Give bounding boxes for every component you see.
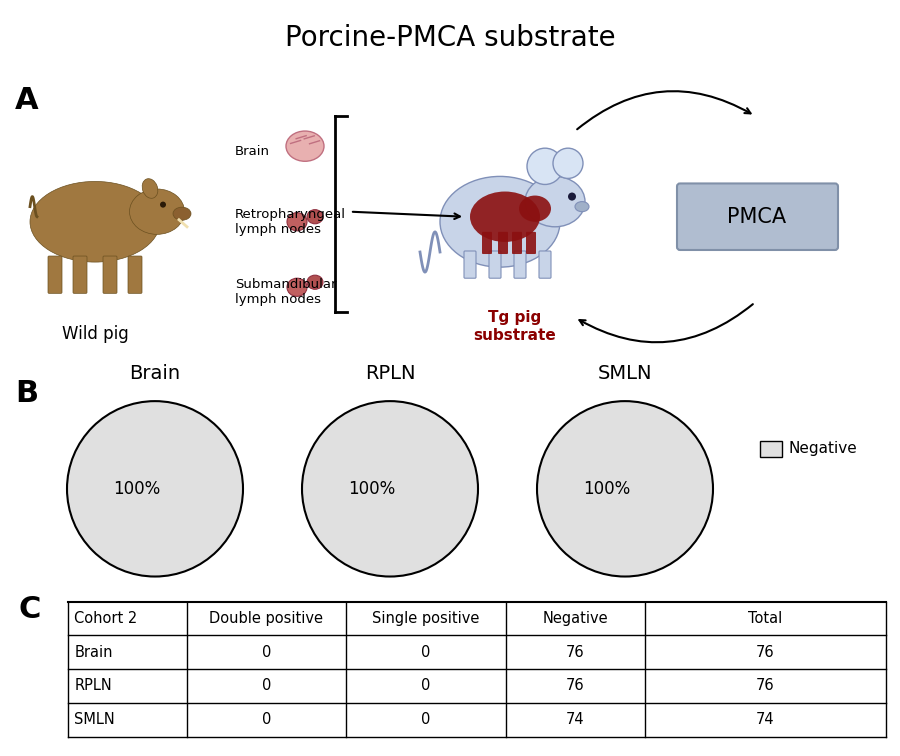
Ellipse shape [287,278,307,296]
Circle shape [568,193,576,200]
FancyBboxPatch shape [539,251,551,278]
Ellipse shape [173,207,191,220]
Text: 0: 0 [262,645,271,660]
Ellipse shape [307,209,323,224]
Text: PMCA: PMCA [727,206,787,227]
Text: 76: 76 [756,678,775,693]
FancyBboxPatch shape [514,251,526,278]
Text: 100%: 100% [583,480,631,497]
Ellipse shape [575,202,589,212]
Text: 0: 0 [262,712,271,727]
Text: Brain: Brain [74,645,112,660]
Ellipse shape [440,176,560,267]
Circle shape [537,401,713,577]
Circle shape [67,401,243,577]
Text: Tg pig
substrate: Tg pig substrate [473,310,556,342]
Text: Brain: Brain [235,144,270,158]
Text: Total: Total [748,611,782,626]
Ellipse shape [286,131,324,161]
Text: 0: 0 [421,645,431,660]
Text: 76: 76 [756,645,775,660]
Circle shape [302,401,478,577]
Ellipse shape [307,275,323,290]
Text: Submandibular
lymph nodes: Submandibular lymph nodes [235,278,337,306]
Ellipse shape [519,196,551,222]
Text: Cohort 2: Cohort 2 [74,611,138,626]
Circle shape [160,202,166,208]
Text: Porcine-PMCA substrate: Porcine-PMCA substrate [284,23,616,52]
Text: 100%: 100% [348,480,396,497]
FancyBboxPatch shape [103,256,117,293]
Ellipse shape [287,212,307,231]
FancyBboxPatch shape [464,251,476,278]
Ellipse shape [525,176,585,227]
Text: A: A [15,85,39,115]
FancyBboxPatch shape [677,184,838,250]
Text: 76: 76 [566,645,584,660]
Text: Wild pig: Wild pig [61,325,129,342]
Ellipse shape [470,191,540,242]
Text: 100%: 100% [113,480,160,497]
Text: RPLN: RPLN [364,364,415,383]
FancyBboxPatch shape [48,256,62,293]
Text: SMLN: SMLN [74,712,115,727]
FancyBboxPatch shape [760,441,782,457]
Text: SMLN: SMLN [598,364,652,383]
Text: Negative: Negative [788,442,857,457]
Text: 74: 74 [756,712,775,727]
Text: Negative: Negative [543,611,608,626]
FancyBboxPatch shape [73,256,87,293]
Circle shape [527,148,563,184]
Text: RPLN: RPLN [74,678,112,693]
Ellipse shape [130,189,184,234]
Ellipse shape [142,178,157,198]
Text: 76: 76 [566,678,584,693]
FancyBboxPatch shape [526,232,536,254]
Text: Brain: Brain [130,364,181,383]
FancyBboxPatch shape [489,251,501,278]
FancyBboxPatch shape [498,232,508,254]
FancyBboxPatch shape [482,232,492,254]
Text: Retropharyngeal
lymph nodes: Retropharyngeal lymph nodes [235,208,346,236]
Text: 0: 0 [421,678,431,693]
Text: 74: 74 [566,712,584,727]
Text: Double positive: Double positive [210,611,323,626]
Text: 0: 0 [262,678,271,693]
Text: Single positive: Single positive [373,611,480,626]
FancyBboxPatch shape [512,232,522,254]
Text: B: B [15,380,38,408]
Text: 0: 0 [421,712,431,727]
Text: C: C [18,595,40,624]
FancyBboxPatch shape [128,256,142,293]
Ellipse shape [30,181,160,262]
Circle shape [553,148,583,178]
